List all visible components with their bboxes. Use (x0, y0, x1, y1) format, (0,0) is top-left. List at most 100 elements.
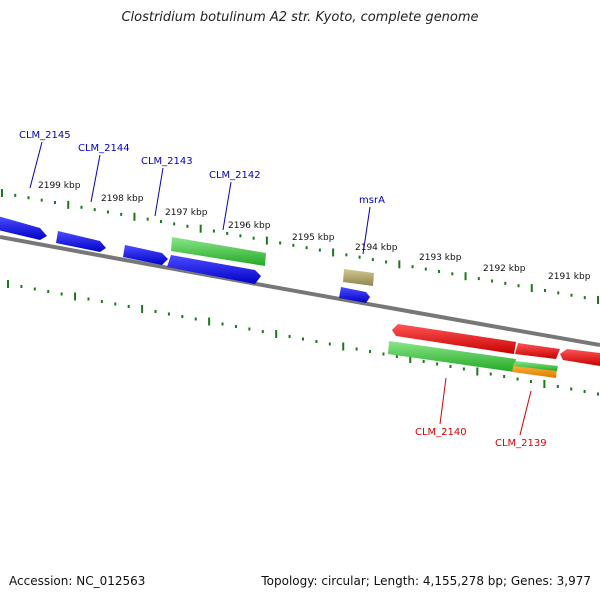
outer-ruler-minor-tick (570, 293, 573, 297)
outer-ruler-major-tick (199, 224, 202, 233)
leader-line (154, 167, 164, 217)
outer-ruler-minor-tick (93, 208, 96, 212)
inner-ruler-minor-tick (87, 297, 90, 301)
inner-ruler-major-tick (409, 355, 412, 363)
gene-bar-msra-misc (343, 269, 374, 286)
outer-ruler-minor-tick (239, 234, 242, 238)
outer-ruler-minor-tick (385, 260, 388, 264)
inner-ruler-minor-tick (60, 292, 63, 296)
inner-ruler-minor-tick (154, 310, 157, 313)
inner-ruler-major-tick (141, 305, 144, 313)
outer-ruler-minor-tick (173, 222, 176, 226)
inner-ruler-major-tick (208, 317, 211, 326)
inner-ruler-minor-tick (248, 327, 251, 331)
outer-ruler-minor-tick (292, 243, 295, 247)
outer-ruler-minor-tick (583, 296, 586, 300)
outer-ruler-minor-tick (491, 279, 494, 283)
outer-ruler-minor-tick (106, 210, 109, 214)
inner-ruler-minor-tick (449, 365, 452, 368)
inner-ruler-minor-tick (288, 335, 291, 338)
inner-ruler-minor-tick (20, 285, 23, 288)
outer-ruler-minor-tick (477, 277, 480, 281)
gene-arrow-clm-2142 (167, 255, 261, 284)
outer-ruler-major-tick (597, 296, 599, 304)
inner-ruler-minor-tick (462, 367, 465, 371)
inner-ruler-minor-tick (597, 392, 599, 396)
inner-ruler-minor-tick (436, 362, 439, 366)
tick-label: 2194 kbp (355, 243, 398, 253)
outer-ruler-minor-tick (53, 201, 56, 205)
outer-ruler-minor-tick (371, 258, 374, 262)
inner-ruler-minor-tick (516, 377, 519, 381)
inner-ruler-minor-tick (167, 312, 170, 316)
leader-line (362, 206, 371, 255)
gene-arrow-clm-2140 (392, 324, 516, 354)
gene-label: msrA (359, 195, 385, 206)
leader-line (222, 181, 232, 231)
outer-ruler-minor-tick (438, 269, 441, 273)
outer-ruler-minor-tick (451, 272, 454, 276)
tick-label: 2196 kbp (228, 221, 271, 231)
tick-label: 2199 kbp (38, 181, 81, 191)
outer-ruler-minor-tick (120, 212, 123, 216)
outer-ruler-minor-tick (14, 193, 17, 197)
tick-label: 2195 kbp (292, 233, 335, 243)
inner-ruler-minor-tick (127, 305, 130, 308)
gene-bar-clm-2142 (171, 237, 266, 266)
inner-ruler-minor-tick (234, 325, 237, 328)
inner-ruler-minor-tick (100, 300, 103, 303)
inner-ruler-minor-tick (529, 380, 532, 383)
outer-ruler-minor-tick (27, 196, 30, 200)
outer-ruler-minor-tick (424, 267, 427, 271)
gene-bar-clm-2139 (514, 361, 558, 371)
inner-ruler-minor-tick (503, 375, 506, 378)
inner-ruler-major-tick (275, 330, 278, 338)
outer-ruler-minor-tick (159, 220, 162, 224)
outer-ruler-major-tick (464, 272, 467, 281)
gene-arrow-clm-2139 (515, 343, 560, 359)
feature-layer (0, 216, 600, 378)
inner-ruler-minor-tick (302, 337, 304, 341)
gene-arrow-msra (339, 287, 370, 303)
outer-ruler-minor-tick (226, 231, 229, 235)
inner-ruler-minor-tick (328, 342, 331, 346)
inner-ruler-minor-tick (114, 302, 117, 306)
outer-ruler-minor-tick (40, 198, 43, 202)
inner-ruler-minor-tick (194, 317, 197, 321)
inner-ruler-minor-tick (33, 287, 36, 291)
outer-ruler-minor-tick (252, 236, 255, 240)
outer-ruler (1, 189, 599, 304)
outer-ruler-minor-tick (517, 284, 520, 288)
outer-ruler-minor-tick (358, 255, 361, 259)
gene-label: CLM_2140 (415, 427, 467, 438)
outer-ruler-major-tick (133, 212, 136, 221)
outer-ruler-minor-tick (305, 246, 308, 250)
gene-label: CLM_2142 (209, 170, 261, 181)
outer-ruler-major-tick (67, 200, 70, 209)
inner-ruler-major-tick (342, 342, 345, 351)
outer-ruler-minor-tick (504, 281, 507, 285)
outer-ruler-minor-tick (411, 265, 414, 269)
accession-label: Accession: NC_012563 (9, 574, 146, 588)
leader-line (29, 141, 43, 189)
inner-ruler-major-tick (476, 367, 479, 376)
leader-line (90, 154, 101, 203)
inner-ruler-minor-tick (369, 350, 372, 353)
gene-arrow-clm-2144 (56, 231, 106, 252)
genome-summary: Topology: circular; Length: 4,155,278 bp… (261, 574, 591, 588)
outer-ruler-minor-tick (318, 248, 321, 252)
map-title: Clostridium botulinum A2 str. Kyoto, com… (121, 10, 479, 25)
inner-ruler-minor-tick (583, 390, 586, 393)
tick-label: 2193 kbp (419, 253, 462, 263)
inner-ruler-major-tick (543, 380, 546, 388)
inner-ruler-minor-tick (315, 340, 318, 343)
gene-bar-clm-2140 (388, 341, 516, 372)
leader-line (519, 390, 532, 436)
tick-label: 2192 kbp (483, 264, 526, 274)
gene-label: CLM_2143 (141, 156, 193, 167)
tick-label: 2191 kbp (548, 272, 591, 282)
tick-label: 2198 kbp (101, 194, 144, 204)
outer-ruler-major-tick (398, 260, 401, 269)
gene-label: CLM_2139 (495, 438, 547, 449)
